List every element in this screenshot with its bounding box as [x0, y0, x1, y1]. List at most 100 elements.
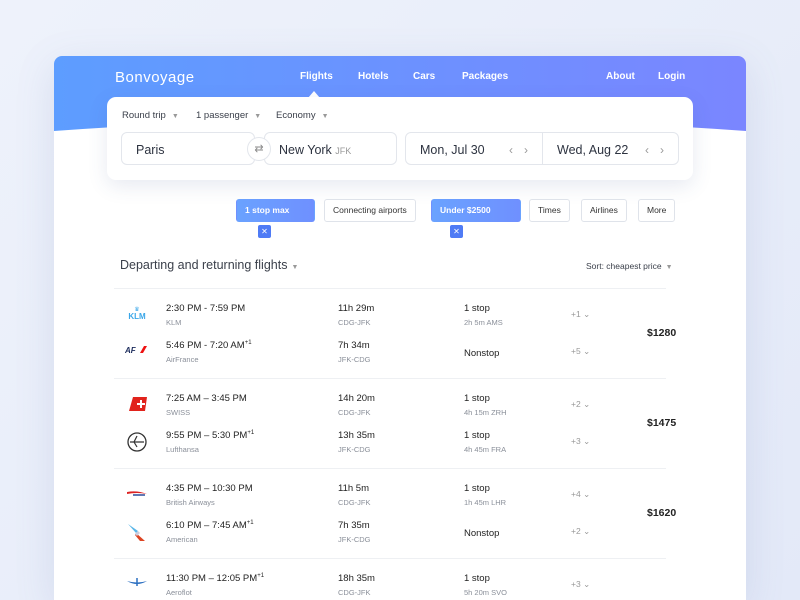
time-range: 6:10 PM – 7:45 AM: [166, 520, 247, 532]
prev-date-icon[interactable]: ‹: [509, 143, 513, 157]
more-options-toggle[interactable]: +3 ⌄: [571, 579, 590, 590]
flight-times: 7:25 AM – 3:45 PM: [166, 393, 247, 404]
nav-flights[interactable]: Flights: [300, 71, 333, 82]
route: JFK-CDG: [338, 535, 371, 544]
more-options-toggle[interactable]: +2 ⌄: [571, 526, 590, 537]
layover: 4h 15m ZRH: [464, 408, 507, 417]
more-options-toggle[interactable]: +2 ⌄: [571, 399, 590, 410]
airfrance-logo: AF: [124, 342, 150, 362]
duration: 11h 29m: [338, 303, 375, 314]
airline-name: Aeroflot: [166, 588, 192, 597]
stops: 1 stop: [464, 303, 490, 314]
brand-logo[interactable]: Bonvoyage: [115, 69, 195, 86]
filter-1-stop-max[interactable]: 1 stop max ✕: [236, 199, 315, 238]
to-input[interactable]: New York JFK: [264, 132, 397, 165]
prev-date-icon[interactable]: ‹: [645, 143, 649, 157]
from-input[interactable]: Paris: [121, 132, 255, 165]
results-title[interactable]: Departing and returning flights ▼: [120, 258, 298, 272]
time-range: 5:46 PM - 7:20 AM: [166, 340, 245, 352]
filter-airlines[interactable]: Airlines: [581, 199, 627, 222]
flight-times: 6:10 PM – 7:45 AM+1: [166, 520, 254, 531]
to-code: JFK: [335, 146, 352, 156]
flight-leg: 11:30 PM – 12:05 PM+1 Aeroflot 18h 35m C…: [114, 571, 666, 599]
flight-times: 5:46 PM - 7:20 AM+1: [166, 340, 252, 351]
aeroflot-logo: [124, 575, 150, 595]
route: JFK-CDG: [338, 355, 371, 364]
chevron-down-icon: ⌄: [583, 579, 591, 589]
trip-type-select[interactable]: Round trip ▼: [122, 110, 179, 121]
sort-select[interactable]: Sort: cheapest price ▼: [586, 261, 673, 271]
airline-name: AirFrance: [166, 355, 199, 364]
price: $1475: [647, 417, 677, 429]
stops: 1 stop: [464, 573, 490, 584]
next-day-badge: +1: [246, 520, 254, 526]
duration: 13h 35m: [338, 430, 375, 441]
british-airways-logo: [124, 485, 150, 505]
chevron-down-icon: ⌄: [583, 489, 591, 499]
next-day-badge: +1: [244, 340, 252, 346]
time-range: 9:55 PM – 5:30 PM: [166, 430, 248, 442]
more-options-count: +2: [571, 399, 581, 409]
flight-result[interactable]: 4:35 PM – 10:30 PM British Airways 11h 5…: [114, 468, 676, 558]
passengers-select[interactable]: 1 passenger ▼: [196, 110, 261, 121]
flight-result[interactable]: 7:25 AM – 3:45 PM SWISS 14h 20m CDG-JFK …: [114, 378, 676, 468]
filter-more[interactable]: More: [638, 199, 676, 222]
next-day-badge: +1: [247, 430, 255, 436]
chevron-down-icon: ▼: [291, 264, 299, 271]
close-icon[interactable]: ✕: [258, 225, 271, 238]
nav-cars[interactable]: Cars: [413, 71, 436, 82]
time-range: 4:35 PM – 10:30 PM: [166, 483, 253, 494]
nav-packages[interactable]: Packages: [462, 71, 509, 82]
airline-name: KLM: [166, 318, 182, 327]
flight-result[interactable]: 11:30 PM – 12:05 PM+1 Aeroflot 18h 35m C…: [114, 558, 666, 598]
next-date-icon[interactable]: ›: [660, 143, 664, 157]
depart-value: Mon, Jul 30: [420, 143, 485, 157]
chevron-down-icon: ▼: [321, 113, 329, 120]
chevron-down-icon: ⌄: [583, 309, 591, 319]
price: $1620: [647, 507, 677, 519]
route: CDG-JFK: [338, 408, 371, 417]
app-card: Bonvoyage Flights Hotels Cars Packages A…: [54, 56, 746, 600]
next-day-badge: +1: [257, 573, 265, 579]
flight-leg: 4:35 PM – 10:30 PM British Airways 11h 5…: [114, 481, 666, 509]
more-options-toggle[interactable]: +4 ⌄: [571, 489, 590, 500]
more-options-toggle[interactable]: +1 ⌄: [571, 309, 590, 320]
flight-times: 4:35 PM – 10:30 PM: [166, 483, 253, 494]
more-options-toggle[interactable]: +3 ⌄: [571, 436, 590, 447]
cabin-select[interactable]: Economy ▼: [276, 110, 329, 121]
flight-times: 2:30 PM - 7:59 PM: [166, 303, 245, 314]
duration: 11h 5m: [338, 483, 369, 494]
route: CDG-JFK: [338, 318, 371, 327]
next-date-icon[interactable]: ›: [524, 143, 528, 157]
nav-hotels[interactable]: Hotels: [358, 71, 389, 82]
filter-times[interactable]: Times: [529, 199, 570, 222]
nav-login[interactable]: Login: [658, 71, 686, 82]
duration: 14h 20m: [338, 393, 375, 404]
depart-date-input[interactable]: Mon, Jul 30 ‹ ›: [405, 132, 543, 165]
chevron-down-icon: ⌄: [583, 436, 591, 446]
filter-connecting-airports[interactable]: Connecting airports: [324, 199, 416, 222]
duration: 7h 34m: [338, 340, 370, 351]
svg-text:AF: AF: [125, 346, 137, 355]
return-date-input[interactable]: Wed, Aug 22 ‹ ›: [542, 132, 679, 165]
flight-result[interactable]: KLM ♛ 2:30 PM - 7:59 PM KLM 11h 29m CDG-J…: [114, 288, 676, 378]
swap-icon[interactable]: ⇄: [247, 137, 271, 161]
flight-leg: 6:10 PM – 7:45 AM+1 American 7h 35m JFK-…: [114, 518, 666, 546]
results-title-label: Departing and returning flights: [120, 258, 288, 272]
svg-text:♛: ♛: [134, 306, 139, 313]
nav-about[interactable]: About: [606, 71, 635, 82]
search-panel: Round trip ▼ 1 passenger ▼ Economy ▼ Paris …: [107, 97, 693, 180]
route: CDG-JFK: [338, 498, 371, 507]
close-icon[interactable]: ✕: [450, 225, 463, 238]
layover: 2h 5m AMS: [464, 318, 503, 327]
more-options-toggle[interactable]: +5 ⌄: [571, 346, 590, 357]
return-value: Wed, Aug 22: [557, 143, 629, 157]
airline-name: British Airways: [166, 498, 215, 507]
airline-name: Lufthansa: [166, 445, 199, 454]
filter-label: Under $2500: [440, 205, 491, 215]
chevron-down-icon: ▼: [171, 113, 179, 120]
chevron-down-icon: ⌄: [583, 346, 591, 356]
duration: 7h 35m: [338, 520, 370, 531]
filter-under-2500[interactable]: Under $2500 ✕: [431, 199, 521, 238]
chevron-down-icon: ▼: [665, 264, 673, 271]
